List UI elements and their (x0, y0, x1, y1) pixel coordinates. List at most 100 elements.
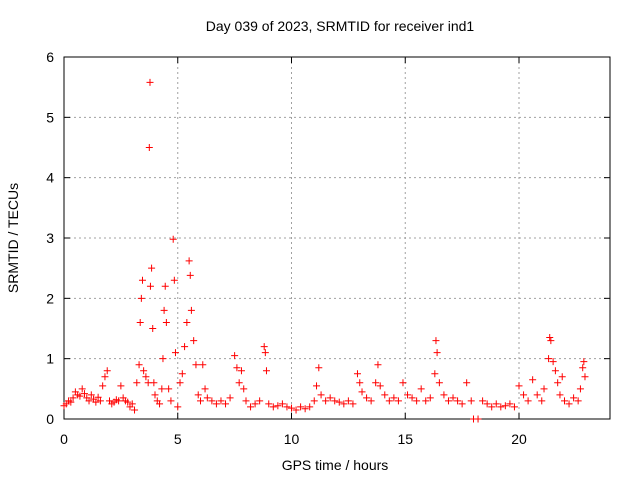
data-point (99, 382, 107, 390)
data-point (367, 397, 375, 405)
data-point (283, 403, 291, 411)
data-point (538, 397, 546, 405)
x-axis-label: GPS time / hours (282, 457, 389, 473)
data-point (158, 385, 166, 393)
y-tick-label: 3 (46, 230, 54, 246)
data-point (408, 394, 416, 402)
data-point (374, 361, 382, 369)
data-point (231, 352, 239, 360)
data-point (288, 404, 295, 412)
data-point (183, 318, 191, 326)
data-point (265, 400, 273, 408)
data-point (222, 400, 230, 408)
data-point (492, 400, 500, 408)
data-point (242, 397, 250, 405)
data-point (390, 394, 398, 402)
data-point (115, 397, 123, 405)
data-point (237, 367, 245, 375)
data-point (545, 355, 553, 363)
data-point (551, 367, 559, 375)
data-point (435, 379, 443, 387)
data-point (269, 403, 277, 411)
data-point (212, 400, 220, 408)
data-point (520, 391, 528, 399)
x-tick-label: 15 (397, 431, 413, 447)
data-point (340, 400, 348, 408)
data-point (310, 397, 318, 405)
data-point (203, 394, 211, 402)
y-tick-label: 5 (46, 109, 54, 125)
chart-title: Day 039 of 2023, SRMTID for receiver ind… (206, 18, 475, 34)
data-point (145, 144, 153, 151)
y-tick-label: 0 (46, 411, 54, 427)
data-point (322, 397, 330, 405)
data-point (433, 349, 441, 357)
data-point (233, 364, 241, 372)
data-point (426, 394, 434, 402)
data-point (297, 403, 305, 411)
data-point (156, 400, 164, 408)
data-point (274, 402, 282, 410)
data-point (194, 391, 202, 399)
data-point (187, 306, 195, 314)
data-point (85, 397, 93, 405)
y-axis-label: SRMTID / TECUs (5, 183, 21, 293)
data-point (150, 379, 158, 387)
data-point (226, 394, 234, 402)
data-point (497, 403, 505, 411)
data-point (169, 235, 177, 243)
data-point (431, 370, 439, 378)
data-point (96, 397, 104, 405)
data-point (574, 397, 582, 405)
data-point (561, 397, 568, 405)
data-point (463, 379, 471, 387)
data-point (556, 391, 564, 399)
data-point (483, 400, 491, 408)
data-point (506, 400, 514, 408)
data-point (306, 403, 314, 411)
data-point (344, 397, 352, 405)
data-point (151, 391, 159, 399)
data-point (349, 400, 357, 408)
data-point (165, 385, 173, 393)
data-point (128, 400, 136, 408)
data-point (131, 406, 139, 414)
data-point (444, 397, 452, 405)
data-point (136, 318, 144, 326)
data-point (458, 400, 466, 408)
data-point (547, 337, 555, 345)
data-point (208, 397, 216, 405)
data-point (159, 355, 167, 363)
data-point (170, 276, 178, 284)
data-point (149, 325, 157, 332)
data-point (474, 415, 482, 423)
data-point (292, 406, 300, 414)
data-point (201, 385, 209, 393)
data-point (440, 391, 448, 399)
y-tick-label: 2 (46, 290, 54, 306)
data-point (404, 391, 412, 399)
data-point (192, 361, 200, 369)
data-point (394, 397, 402, 405)
data-point (262, 367, 270, 375)
data-point (260, 343, 268, 351)
data-point (399, 379, 407, 387)
data-point (376, 382, 384, 390)
data-point (317, 391, 325, 399)
data-point (92, 398, 100, 406)
data-point (413, 397, 421, 405)
x-tick-label: 20 (511, 431, 527, 447)
data-point (80, 390, 88, 398)
data-point (78, 385, 86, 393)
data-point (353, 370, 361, 378)
data-point (326, 394, 334, 402)
data-point (199, 361, 207, 369)
data-point (580, 358, 588, 366)
data-point (167, 397, 175, 405)
data-point (160, 306, 168, 314)
data-point (335, 398, 343, 406)
data-point (138, 276, 146, 284)
data-point (261, 349, 269, 357)
data-point (581, 373, 589, 381)
tick-layer: 0 1 2 3 4 5 6 0 5 10 15 20 (46, 49, 610, 447)
